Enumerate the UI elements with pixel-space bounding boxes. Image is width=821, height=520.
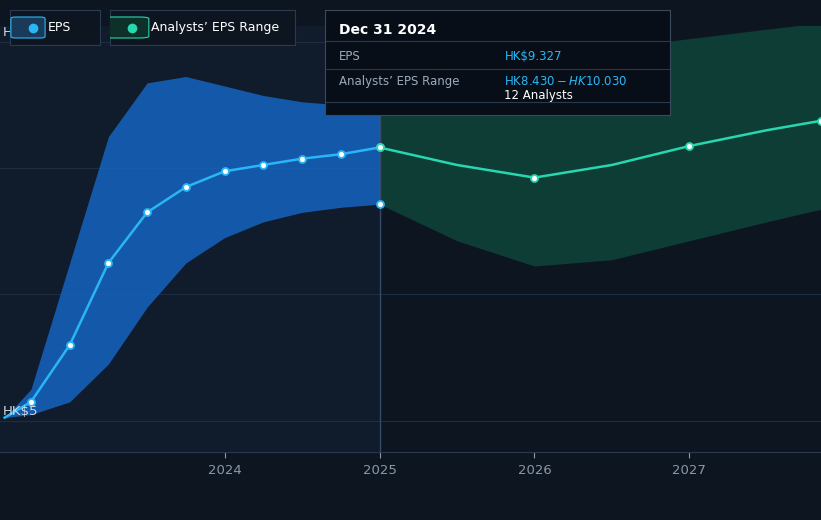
Text: HK$5: HK$5 [3, 405, 39, 418]
Text: EPS: EPS [339, 50, 360, 63]
Text: HK$9.327: HK$9.327 [504, 50, 562, 63]
Text: 12 Analysts: 12 Analysts [504, 89, 573, 102]
Text: HK$11: HK$11 [3, 25, 47, 38]
Text: Dec 31 2024: Dec 31 2024 [339, 22, 436, 36]
Text: EPS: EPS [48, 21, 71, 34]
Bar [0, 26, 379, 452]
FancyBboxPatch shape [11, 17, 45, 38]
Text: Analysts’ EPS Range: Analysts’ EPS Range [151, 21, 279, 34]
FancyBboxPatch shape [104, 17, 149, 38]
Text: Actual: Actual [337, 35, 374, 48]
Text: Analysts’ EPS Range: Analysts’ EPS Range [339, 75, 459, 88]
Text: HK$8.430 - HK$10.030: HK$8.430 - HK$10.030 [504, 75, 628, 88]
Text: Analysts Forecasts: Analysts Forecasts [386, 35, 496, 48]
